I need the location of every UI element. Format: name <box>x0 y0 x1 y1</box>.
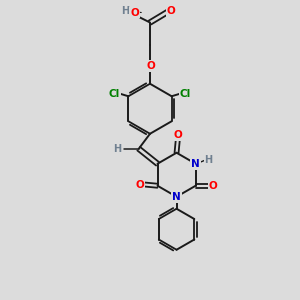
Text: O: O <box>130 8 139 17</box>
Text: O: O <box>209 181 218 191</box>
Text: O: O <box>136 179 144 190</box>
Text: N: N <box>191 159 200 169</box>
Text: N: N <box>172 192 181 202</box>
Text: O: O <box>147 61 156 71</box>
Text: O: O <box>173 130 182 140</box>
Text: H: H <box>205 155 213 165</box>
Text: O: O <box>167 6 175 16</box>
Text: Cl: Cl <box>109 89 120 99</box>
Text: Cl: Cl <box>180 89 191 99</box>
Text: H: H <box>113 144 122 154</box>
Text: H: H <box>121 6 129 16</box>
